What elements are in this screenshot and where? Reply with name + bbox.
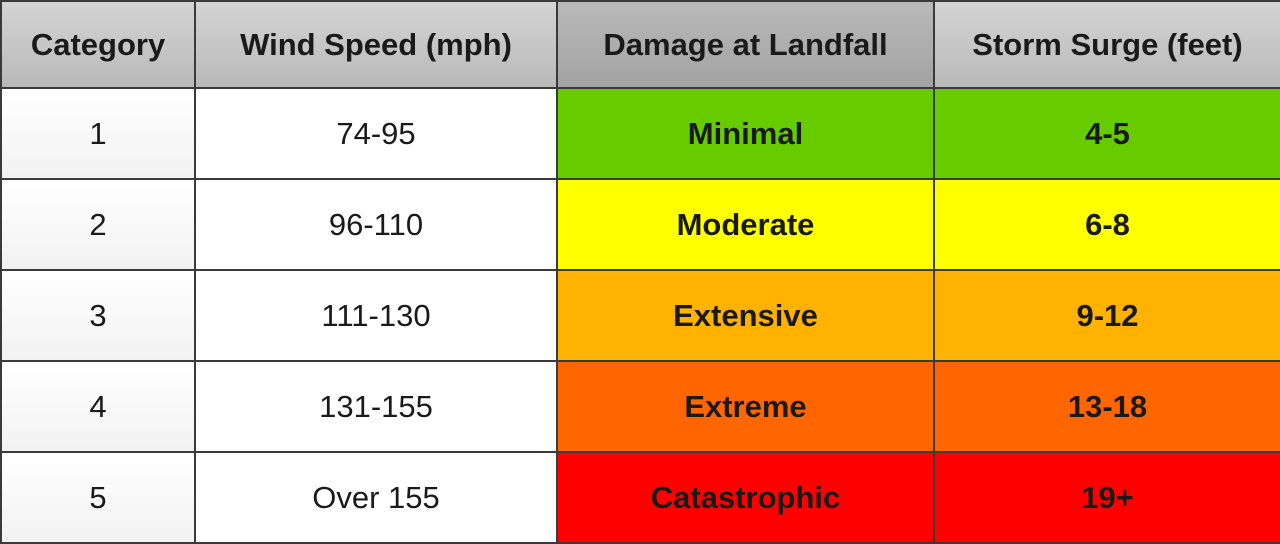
header-category: Category <box>0 0 196 89</box>
damage-cell: Moderate <box>556 178 935 271</box>
storm-surge-cell: 4-5 <box>933 87 1280 180</box>
category-cell: 1 <box>0 87 196 180</box>
header-row: Category Wind Speed (mph) Damage at Land… <box>0 0 1280 89</box>
table-row: 5 Over 155 Catastrophic 19+ <box>0 451 1280 544</box>
category-cell: 2 <box>0 178 196 271</box>
table-row: 4 131-155 Extreme 13-18 <box>0 360 1280 453</box>
header-storm-surge: Storm Surge (feet) <box>933 0 1280 89</box>
storm-surge-cell: 9-12 <box>933 269 1280 362</box>
damage-cell: Minimal <box>556 87 935 180</box>
category-cell: 4 <box>0 360 196 453</box>
header-wind-speed: Wind Speed (mph) <box>194 0 558 89</box>
header-damage: Damage at Landfall <box>556 0 935 89</box>
wind-speed-cell: 74-95 <box>194 87 558 180</box>
category-cell: 3 <box>0 269 196 362</box>
table-row: 2 96-110 Moderate 6-8 <box>0 178 1280 271</box>
table-row: 3 111-130 Extensive 9-12 <box>0 269 1280 362</box>
damage-cell: Catastrophic <box>556 451 935 544</box>
storm-surge-cell: 19+ <box>933 451 1280 544</box>
storm-surge-cell: 13-18 <box>933 360 1280 453</box>
wind-speed-cell: 111-130 <box>194 269 558 362</box>
storm-surge-cell: 6-8 <box>933 178 1280 271</box>
wind-speed-cell: 131-155 <box>194 360 558 453</box>
category-cell: 5 <box>0 451 196 544</box>
damage-cell: Extensive <box>556 269 935 362</box>
wind-speed-cell: 96-110 <box>194 178 558 271</box>
table-row: 1 74-95 Minimal 4-5 <box>0 87 1280 180</box>
wind-speed-cell: Over 155 <box>194 451 558 544</box>
damage-cell: Extreme <box>556 360 935 453</box>
